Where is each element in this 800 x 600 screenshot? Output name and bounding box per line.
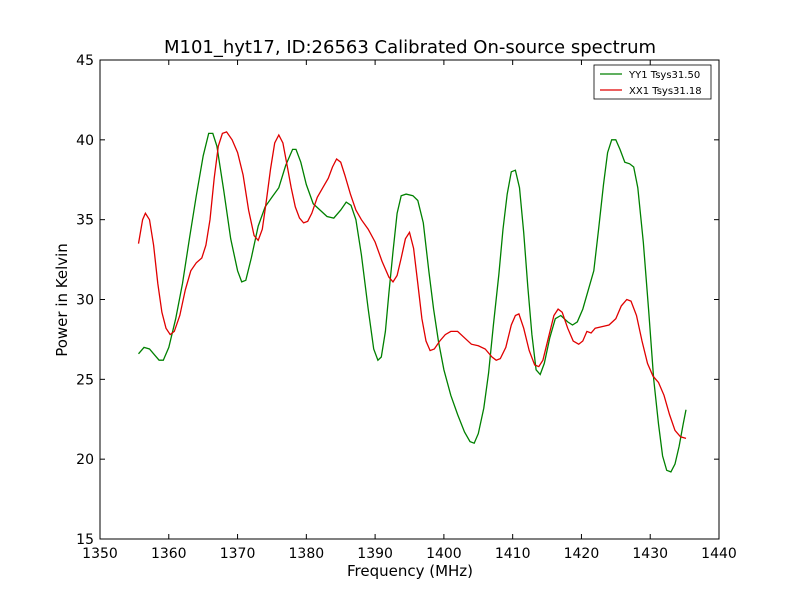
chart-title: M101_hyt17, ID:26563 Calibrated On-sourc… bbox=[164, 37, 656, 58]
x-tick-label: 1400 bbox=[426, 546, 462, 562]
y-tick-label: 40 bbox=[76, 133, 94, 149]
plot-area: 1350 1360 1370 1380 1390 1400 1410 1420 1430 1440… bbox=[76, 53, 737, 562]
x-tick-label: 1440 bbox=[701, 546, 737, 562]
y-tick-label: 35 bbox=[76, 213, 94, 229]
series-lines bbox=[137, 131, 687, 473]
x-axis-ticks: 1350 1360 1370 1380 1390 1400 1410 1420 1430 1440 bbox=[82, 60, 737, 562]
series-line-1 bbox=[137, 131, 687, 440]
legend-box bbox=[593, 64, 712, 100]
legend: YY1 Tsys31.50 XX1 Tsys31.18 bbox=[593, 64, 712, 100]
legend-label-xx1: XX1 Tsys31.18 bbox=[629, 86, 702, 97]
x-tick-label: 1370 bbox=[220, 546, 256, 562]
x-tick-label: 1360 bbox=[151, 546, 187, 562]
series-line-0 bbox=[138, 132, 687, 473]
y-tick-label: 20 bbox=[76, 452, 94, 468]
legend-label-yy1: YY1 Tsys31.50 bbox=[628, 70, 700, 81]
x-tick-label: 1430 bbox=[632, 546, 668, 562]
x-tick-label: 1410 bbox=[495, 546, 531, 562]
x-axis-label: Frequency (MHz) bbox=[347, 562, 473, 580]
y-tick-label: 45 bbox=[76, 53, 94, 69]
y-tick-label: 30 bbox=[76, 293, 94, 309]
y-axis-label: Power in Kelvin bbox=[53, 243, 71, 357]
x-tick-label: 1380 bbox=[289, 546, 325, 562]
x-tick-label: 1390 bbox=[357, 546, 393, 562]
y-tick-label: 15 bbox=[76, 532, 94, 548]
x-tick-label: 1350 bbox=[82, 546, 118, 562]
y-tick-label: 25 bbox=[76, 372, 94, 388]
y-axis-ticks: 15 20 25 30 35 40 45 bbox=[76, 53, 719, 548]
x-tick-label: 1420 bbox=[564, 546, 600, 562]
